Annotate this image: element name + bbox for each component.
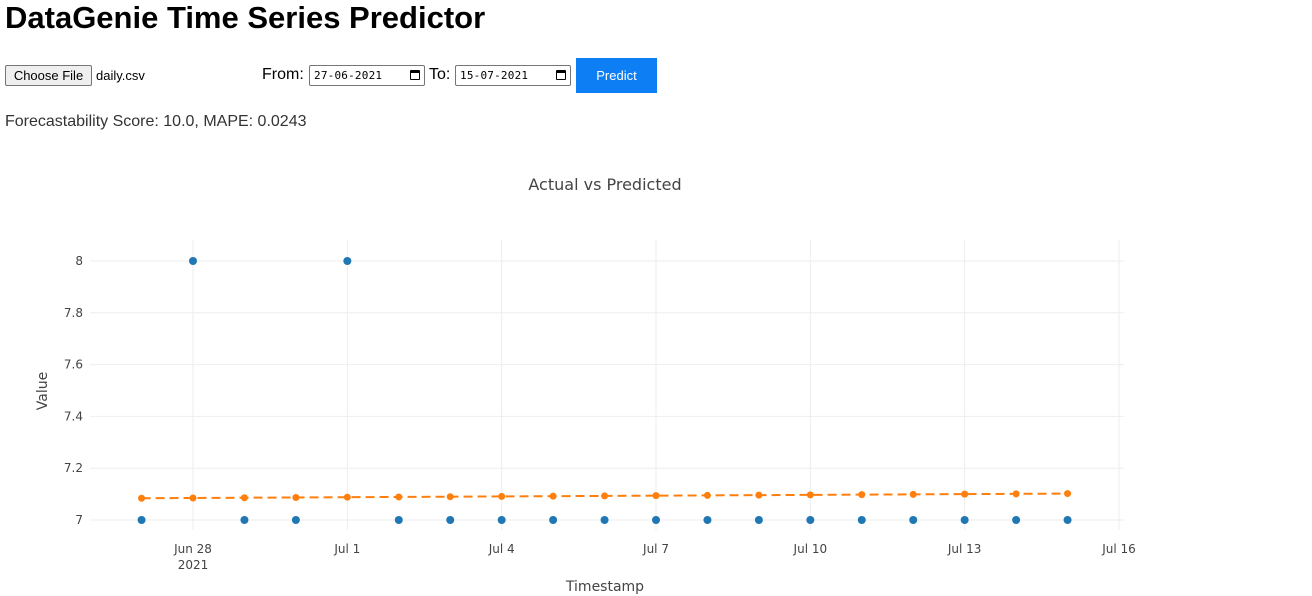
predicted-point	[961, 490, 969, 498]
actual-point	[806, 516, 815, 524]
x-tick-label: Jul 13	[947, 542, 982, 556]
to-label: To:	[429, 66, 451, 83]
actual-point	[189, 257, 197, 265]
actual-vs-predicted-chart: Actual vs Predicted 7 7.2 7.4 7.6 7.8 8 Jun 2…	[35, 175, 1136, 595]
actual-point	[446, 516, 455, 524]
actual-point	[1063, 516, 1072, 524]
selected-file-name: daily.csv	[96, 68, 145, 83]
actual-point	[394, 516, 403, 524]
controls-bar: Choose File daily.csv From: 27-06-2021 T…	[5, 58, 705, 93]
y-tick-label: 7.8	[64, 306, 83, 320]
y-axis-title: Value	[35, 372, 51, 410]
predicted-point	[806, 491, 814, 499]
predicted-point	[549, 492, 557, 500]
x-tick-label: Jun 28	[173, 542, 212, 556]
y-tick-label: 7.4	[64, 409, 83, 423]
actual-point	[960, 516, 969, 524]
predicted-point	[395, 493, 403, 501]
x-tick-label: Jul 4	[488, 542, 515, 556]
predicted-point	[189, 494, 197, 502]
predicted-point	[652, 492, 660, 500]
x-tick-label: Jul 1	[333, 542, 360, 556]
actual-point	[652, 516, 660, 524]
actual-point	[754, 516, 763, 524]
y-tick-label: 8	[75, 254, 83, 268]
from-date-value: 27-06-2021	[314, 69, 383, 82]
predicted-point	[498, 492, 506, 500]
predicted-point	[909, 490, 917, 498]
predicted-point	[1012, 490, 1020, 498]
predicted-point	[703, 491, 711, 499]
choose-file-button[interactable]: Choose File	[5, 65, 92, 86]
x-axis-ticks: Jun 28 2021 Jul 1 Jul 4 Jul 7 Jul 10 Jul 13 Jul…	[173, 542, 1136, 572]
actual-point	[240, 516, 249, 524]
actual-point	[909, 516, 918, 524]
y-tick-label: 7.2	[64, 461, 83, 475]
chart-series	[137, 257, 1072, 524]
actual-point	[857, 516, 866, 524]
calendar-icon[interactable]	[410, 70, 420, 80]
to-date-value: 15-07-2021	[460, 69, 529, 82]
actual-point	[1012, 516, 1021, 524]
predicted-point	[446, 493, 454, 501]
actual-point	[343, 257, 352, 265]
y-tick-label: 7	[75, 513, 83, 527]
actual-point	[291, 516, 300, 524]
y-tick-label: 7.6	[64, 358, 83, 372]
predicted-point	[601, 492, 609, 500]
predict-button[interactable]: Predict	[576, 58, 657, 93]
x-axis-title: Timestamp	[565, 579, 644, 595]
actual-point	[497, 516, 506, 524]
from-date-input[interactable]: 27-06-2021	[309, 65, 425, 86]
chart-grid	[90, 240, 1124, 530]
actual-point	[600, 516, 609, 524]
predicted-point	[755, 491, 763, 499]
x-tick-label: Jul 16	[1101, 542, 1136, 556]
x-tick-label: Jul 10	[793, 542, 828, 556]
x-tick-sublabel: 2021	[178, 558, 209, 572]
actual-point	[137, 516, 146, 524]
forecast-score-text: Forecastability Score: 10.0, MAPE: 0.024…	[5, 113, 307, 130]
predicted-point	[138, 494, 146, 502]
chart-title: Actual vs Predicted	[528, 175, 681, 194]
predicted-point	[240, 494, 248, 502]
from-label: From:	[262, 66, 304, 83]
actual-point	[703, 516, 712, 524]
y-axis-ticks: 7 7.2 7.4 7.6 7.8 8	[64, 254, 83, 527]
page-title: DataGenie Time Series Predictor	[5, 0, 486, 35]
predicted-point	[292, 493, 300, 501]
x-tick-label: Jul 7	[642, 542, 669, 556]
predicted-point	[858, 491, 866, 499]
predicted-point	[1064, 490, 1072, 498]
actual-point	[549, 516, 558, 524]
predicted-point	[343, 493, 351, 501]
to-date-input[interactable]: 15-07-2021	[455, 65, 571, 86]
calendar-icon[interactable]	[556, 70, 566, 80]
